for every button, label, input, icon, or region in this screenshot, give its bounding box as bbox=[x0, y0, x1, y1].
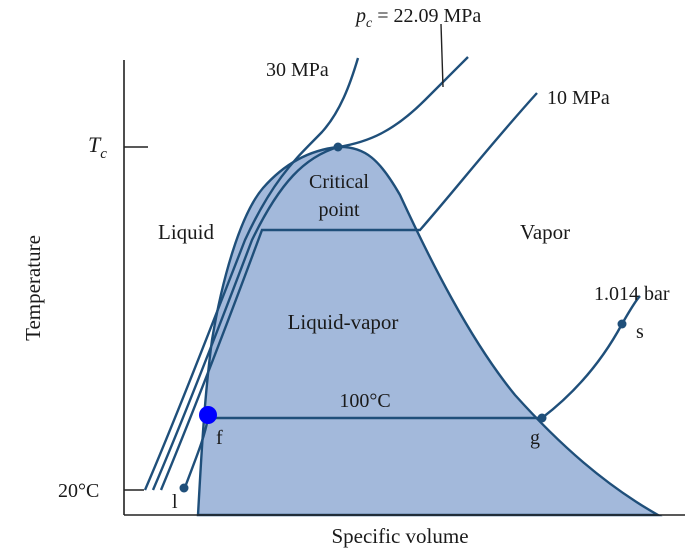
isobar-1014bar bbox=[182, 295, 641, 491]
x-axis-label: Specific volume bbox=[331, 524, 468, 548]
point-f-cursor-marker[interactable] bbox=[199, 406, 217, 424]
critical-point-label-line1: Critical bbox=[309, 171, 369, 193]
critical-point-label-line2: point bbox=[318, 199, 360, 221]
vapor-region-label: Vapor bbox=[520, 220, 570, 244]
p10-label: 10 MPa bbox=[547, 87, 610, 109]
tc-main: T bbox=[88, 132, 102, 157]
liquid-vapor-dome bbox=[196, 145, 663, 517]
critical-p-value: = 22.09 MPa bbox=[372, 5, 481, 27]
point-l-label: l bbox=[172, 491, 178, 513]
two-phase-region-label: Liquid-vapor bbox=[288, 310, 399, 334]
point-g-marker bbox=[537, 413, 547, 423]
t20-label: 20°C bbox=[58, 480, 99, 502]
tc-label: Tc bbox=[88, 132, 107, 162]
isobar-critical bbox=[151, 56, 469, 491]
isotherm-100c-label: 100°C bbox=[339, 390, 390, 412]
critical-point-marker bbox=[333, 142, 343, 152]
p30-label: 30 MPa bbox=[266, 59, 329, 81]
p-atm-label: 1.014 bar bbox=[594, 283, 670, 305]
point-l-marker bbox=[179, 483, 189, 493]
point-s-label: s bbox=[636, 321, 644, 343]
critical-p-symbol: p bbox=[354, 5, 366, 27]
y-axis-label: Temperature bbox=[21, 235, 45, 341]
critical-pressure-label: pc = 22.09 MPa bbox=[354, 5, 481, 31]
liquid-region-label: Liquid bbox=[158, 220, 214, 244]
point-s-marker bbox=[617, 319, 627, 329]
isobar-10mpa bbox=[159, 92, 538, 491]
critical-p-subscript: c bbox=[366, 16, 373, 31]
point-g-label: g bbox=[530, 427, 540, 449]
point-f-label: f bbox=[216, 427, 223, 449]
isobar-30mpa bbox=[143, 57, 360, 491]
tc-subscript: c bbox=[100, 146, 107, 162]
critical-pressure-leader bbox=[440, 23, 444, 88]
